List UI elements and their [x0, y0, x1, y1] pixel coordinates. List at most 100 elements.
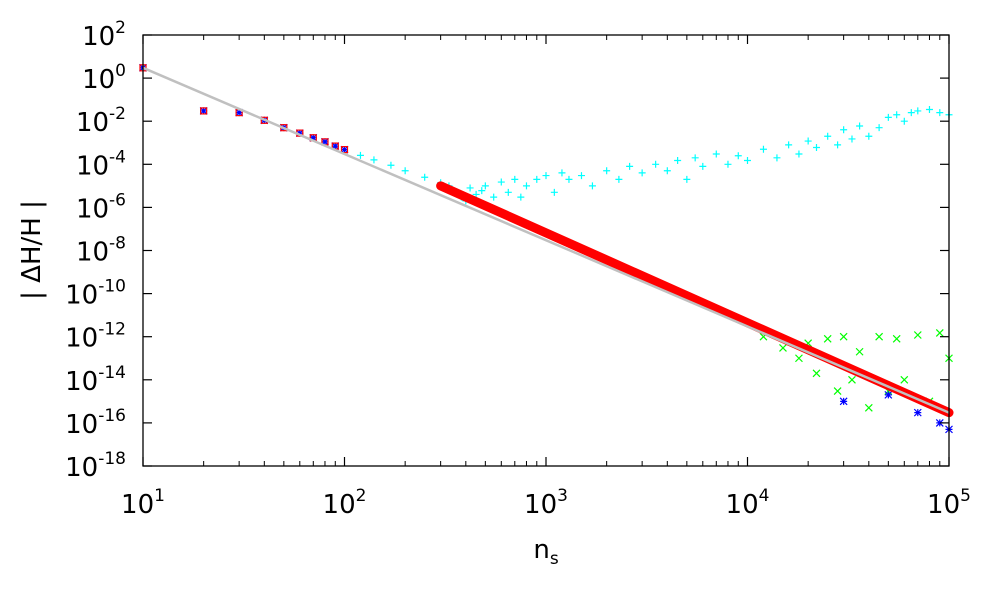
data-point — [935, 418, 944, 427]
data-point — [356, 151, 364, 159]
x-tick-label: 105 — [927, 486, 971, 520]
x-tick-labels: 101 102 103 104 105 — [121, 486, 971, 520]
data-point — [401, 167, 409, 175]
data-point — [522, 182, 530, 190]
data-point — [855, 347, 864, 356]
data-point — [804, 137, 812, 145]
data-point — [638, 169, 646, 177]
series-0 — [139, 64, 953, 205]
y-tick-label: 10-4 — [76, 147, 126, 181]
data-point — [913, 331, 922, 339]
data-point — [795, 150, 803, 158]
data-point — [936, 109, 944, 117]
data-point — [848, 135, 856, 143]
data-point — [481, 182, 489, 190]
data-point — [340, 146, 349, 154]
data-point — [840, 126, 848, 134]
data-point — [370, 156, 378, 164]
y-tick-label: 100 — [82, 61, 126, 95]
x-tick-label: 101 — [121, 486, 165, 520]
data-point — [724, 160, 732, 168]
y-tick-labels: 102 100 10-2 10-4 10-6 10-8 10-10 10-12 10-14 10-… — [65, 18, 126, 483]
data-point — [812, 144, 820, 152]
x-tick-label: 102 — [323, 486, 367, 520]
series-5 — [142, 66, 950, 414]
y-tick-label: 10-18 — [65, 449, 126, 483]
data-point — [235, 108, 244, 117]
x-tick-label: 104 — [726, 486, 770, 520]
data-point — [812, 369, 821, 378]
data-point — [295, 129, 304, 138]
data-point — [779, 344, 787, 352]
y-tick-label: 10-2 — [76, 104, 126, 138]
data-point — [823, 334, 832, 343]
data-point — [856, 122, 864, 130]
data-point — [875, 124, 883, 132]
data-point — [893, 111, 901, 119]
data-point — [773, 154, 781, 162]
y-tick-label: 102 — [82, 18, 126, 52]
data-point — [421, 173, 429, 181]
x-tick-label: 103 — [524, 486, 568, 520]
data-point — [652, 160, 660, 168]
data-point — [892, 334, 901, 343]
data-point — [839, 332, 848, 341]
y-tick-label: 10-12 — [65, 320, 126, 354]
data-point — [935, 328, 944, 337]
data-point — [626, 162, 634, 170]
data-point — [340, 145, 349, 154]
y-tick-label: 10-8 — [76, 234, 126, 268]
data-point — [466, 184, 474, 192]
data-point — [200, 107, 208, 115]
data-point — [199, 106, 208, 115]
chart-marks — [139, 63, 954, 434]
series-band — [436, 181, 954, 418]
data-point — [884, 390, 893, 399]
data-point — [900, 375, 909, 384]
data-point — [734, 152, 742, 160]
data-point — [542, 172, 550, 180]
data-point — [674, 157, 682, 165]
data-point — [884, 113, 892, 121]
data-point — [309, 133, 318, 142]
data-point — [699, 162, 707, 170]
x-axis-title: ns — [533, 535, 558, 569]
data-point — [848, 375, 856, 384]
data-point — [387, 161, 395, 169]
data-point — [907, 109, 915, 117]
plot-frame — [142, 34, 950, 467]
axis-ticks — [142, 34, 950, 467]
series-line — [142, 66, 950, 414]
data-point — [925, 105, 933, 113]
data-point — [490, 193, 498, 201]
data-point — [712, 150, 720, 158]
data-point — [497, 178, 505, 186]
data-point — [550, 188, 558, 196]
data-point — [785, 141, 793, 149]
data-point — [759, 145, 767, 153]
series-3 — [139, 64, 349, 154]
y-tick-label: 10-14 — [65, 363, 126, 397]
data-point — [744, 157, 751, 165]
data-point — [691, 154, 699, 162]
data-point — [603, 167, 611, 175]
data-point — [478, 187, 486, 195]
data-point — [913, 408, 922, 417]
data-point — [834, 141, 842, 149]
y-tick-label: 10-16 — [65, 406, 126, 440]
data-point — [331, 142, 340, 151]
data-point — [839, 397, 848, 406]
data-point — [865, 132, 873, 140]
data-point — [875, 332, 884, 341]
data-point — [504, 188, 512, 196]
data-point — [511, 175, 519, 183]
data-point — [914, 107, 922, 115]
data-point — [824, 132, 832, 140]
data-point — [833, 387, 842, 395]
data-point — [683, 175, 691, 183]
series-4 — [436, 181, 954, 418]
data-point — [864, 403, 873, 412]
data-point — [900, 117, 908, 125]
data-point — [533, 175, 541, 183]
